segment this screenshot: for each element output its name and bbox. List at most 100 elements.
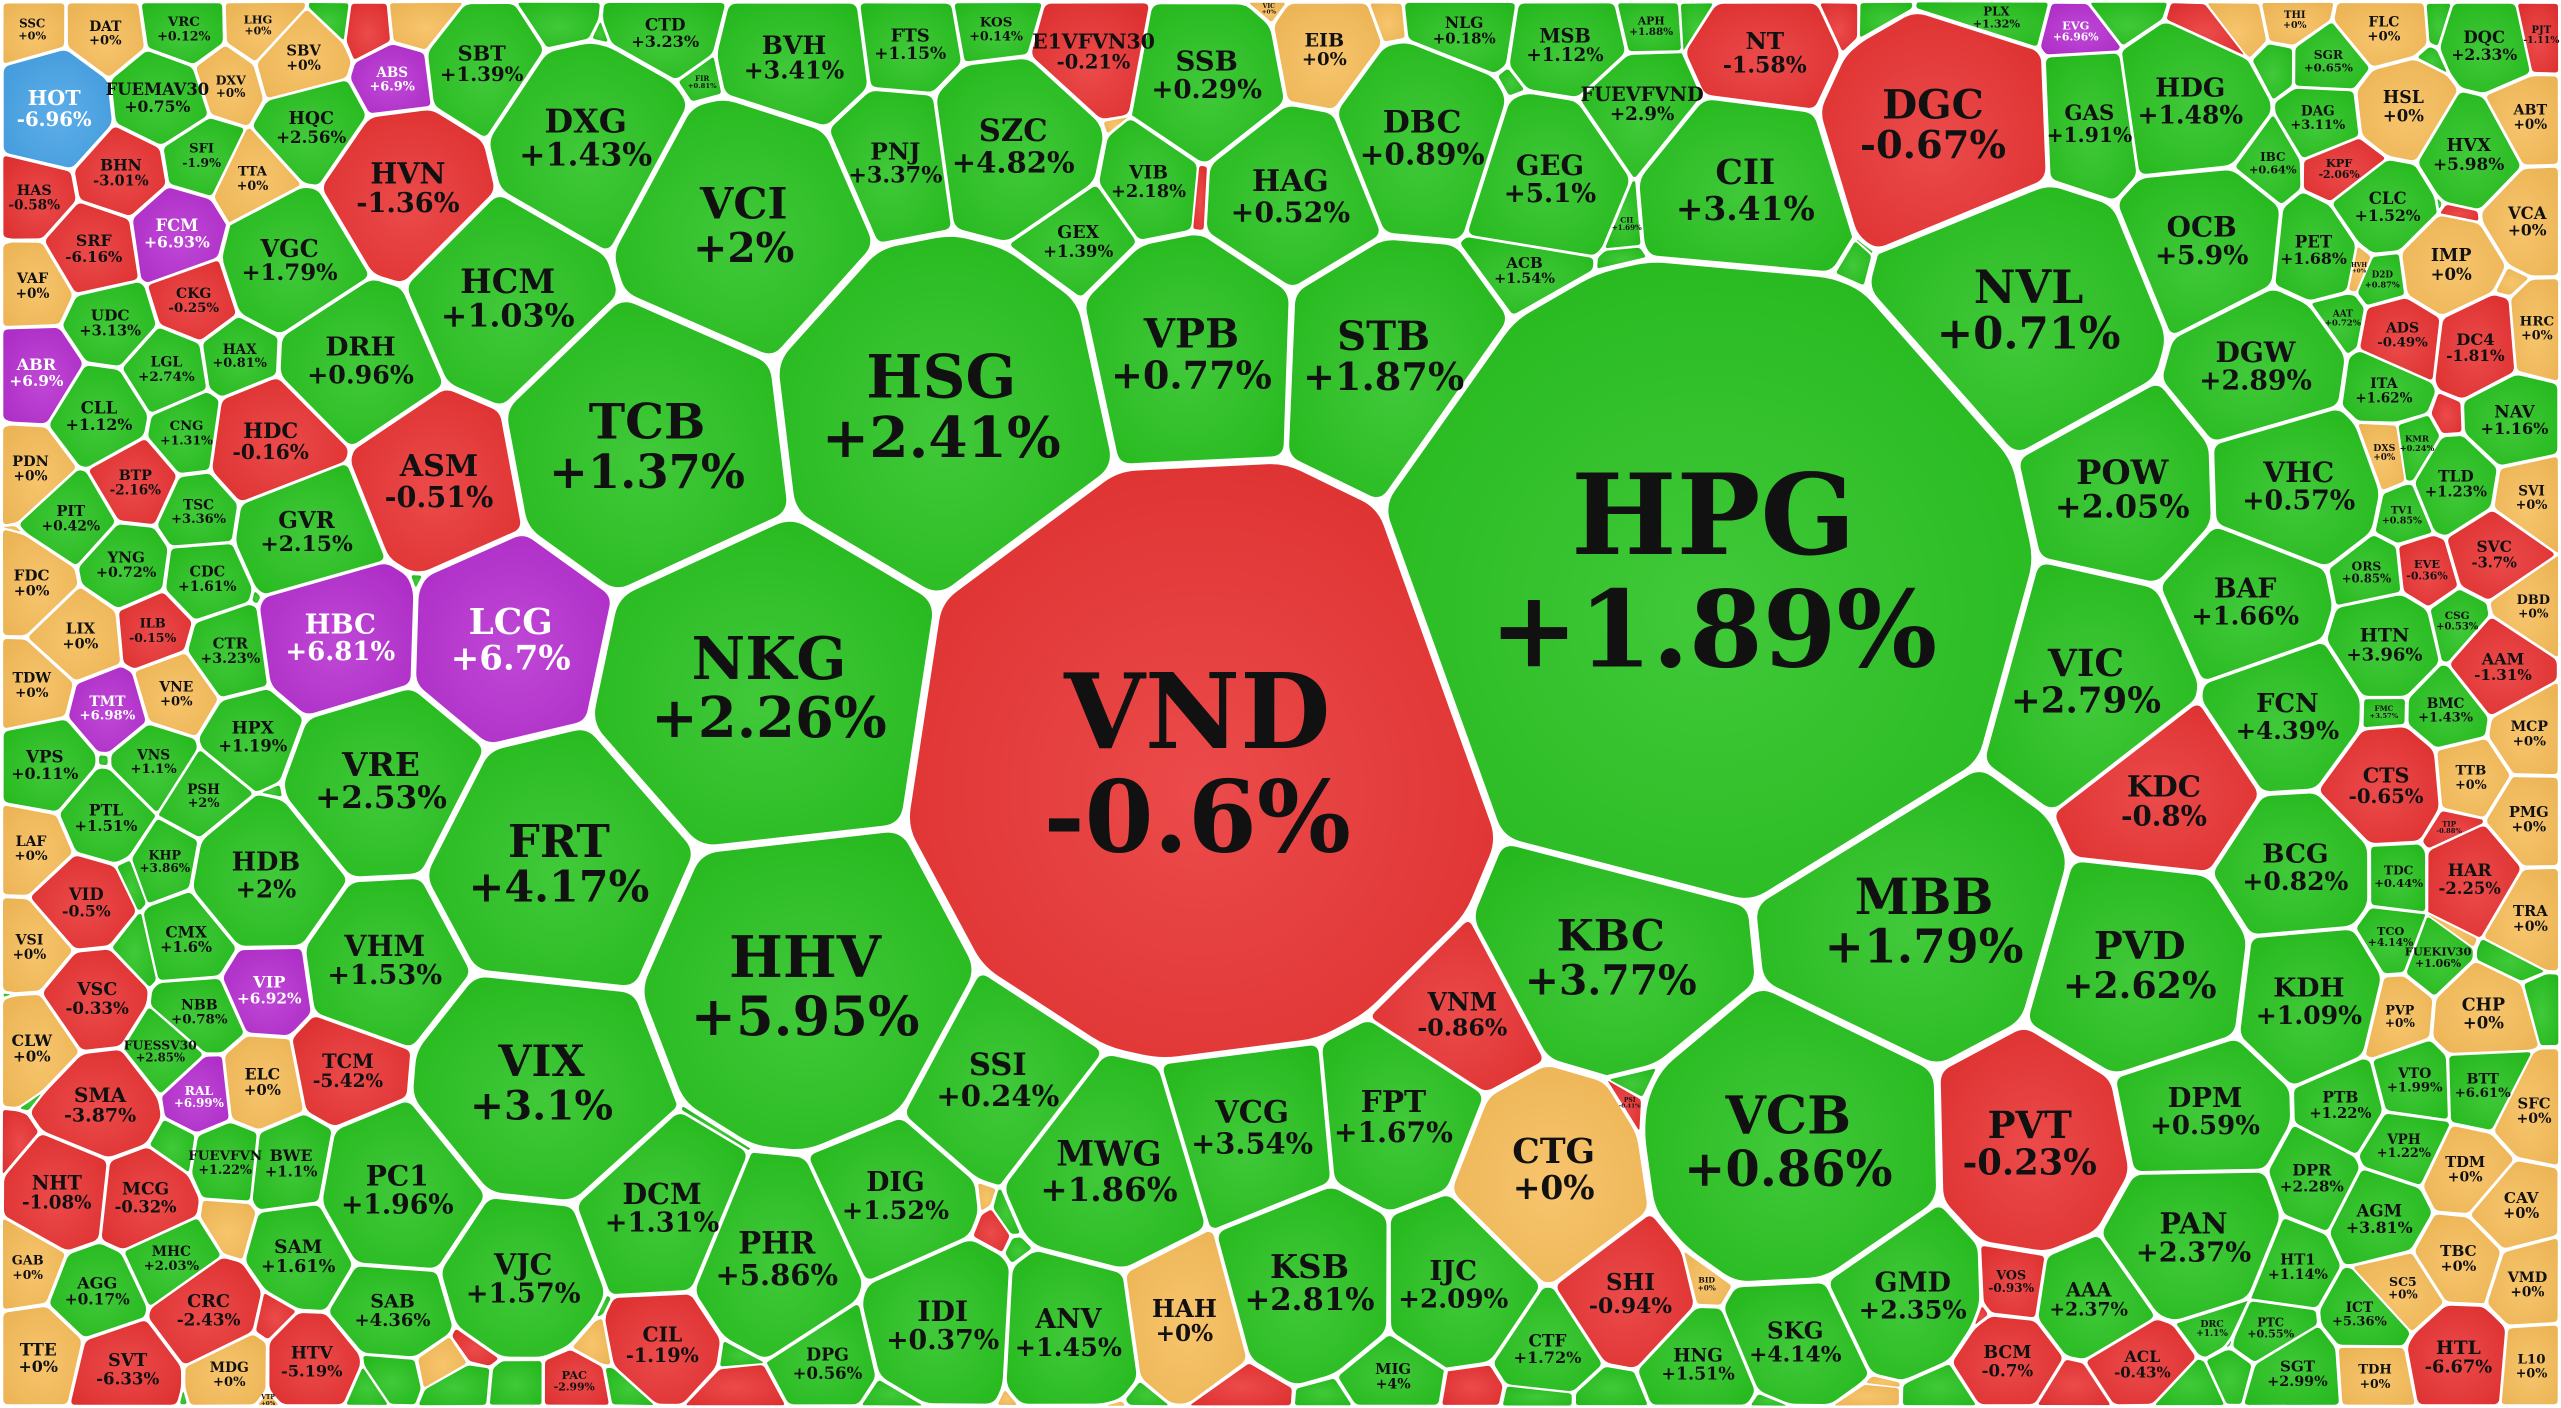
cell-htn[interactable] bbox=[2327, 595, 2439, 696]
cell-fpt[interactable] bbox=[1322, 1022, 1482, 1210]
cell-vaf[interactable] bbox=[3, 242, 72, 326]
cell-laf[interactable] bbox=[3, 805, 72, 895]
cell-ict[interactable] bbox=[2320, 1267, 2410, 1346]
cell-baf[interactable] bbox=[2162, 528, 2332, 679]
cell-hvn[interactable] bbox=[323, 110, 494, 282]
cell-fcm[interactable] bbox=[133, 188, 226, 283]
cell-clw[interactable] bbox=[3, 995, 78, 1107]
cell-nkg[interactable] bbox=[595, 521, 933, 845]
cell-dbc[interactable] bbox=[1339, 43, 1505, 239]
cell-hag[interactable] bbox=[1207, 106, 1379, 285]
cell-nbb[interactable] bbox=[150, 979, 243, 1053]
cell-bwe[interactable] bbox=[252, 1115, 331, 1209]
cell-asm[interactable] bbox=[351, 390, 521, 572]
cell-kdh[interactable] bbox=[2240, 930, 2380, 1084]
cell-yng[interactable] bbox=[79, 524, 168, 608]
cell-ckg[interactable] bbox=[148, 261, 236, 340]
cell-vcg[interactable] bbox=[1163, 1045, 1330, 1228]
cell-fdc[interactable] bbox=[3, 530, 78, 636]
cell-mwg[interactable] bbox=[1006, 1056, 1204, 1267]
cell-szc[interactable] bbox=[937, 59, 1103, 241]
cell-e1vfvn30[interactable] bbox=[1032, 3, 1149, 119]
cell-ssi[interactable] bbox=[906, 975, 1100, 1185]
cell-tco[interactable] bbox=[2357, 908, 2426, 974]
cell-pac[interactable] bbox=[544, 1350, 609, 1405]
cell-fuessv30[interactable] bbox=[124, 1008, 202, 1093]
cell-vip[interactable] bbox=[223, 948, 311, 1036]
cell-vmd[interactable] bbox=[2488, 1238, 2558, 1325]
cell-hot[interactable] bbox=[3, 50, 112, 168]
cell-ptb[interactable] bbox=[2294, 1059, 2382, 1153]
cell-crc[interactable] bbox=[149, 1258, 261, 1364]
cell-dpr[interactable] bbox=[2269, 1126, 2359, 1230]
cell-vgc[interactable] bbox=[223, 188, 368, 333]
cell-msb[interactable] bbox=[1510, 3, 1625, 97]
cell-lcg[interactable] bbox=[416, 536, 610, 743]
cell-fuekiv30[interactable] bbox=[2407, 917, 2473, 995]
cell-dig[interactable] bbox=[810, 1119, 978, 1279]
cell-hrc[interactable] bbox=[2511, 279, 2559, 381]
cell-dxv[interactable] bbox=[196, 46, 263, 126]
cell-bcm[interactable] bbox=[1953, 1316, 2062, 1405]
cell-hsg[interactable] bbox=[779, 236, 1110, 591]
cell-plx[interactable] bbox=[1916, 2, 2048, 46]
cell-ors[interactable] bbox=[2329, 536, 2401, 605]
cell-d2d[interactable] bbox=[2358, 254, 2404, 305]
cell-flc[interactable] bbox=[2334, 3, 2427, 66]
cell-mcp[interactable] bbox=[2489, 683, 2558, 775]
cell-khp[interactable] bbox=[132, 819, 197, 903]
cell-mhc[interactable] bbox=[125, 1219, 220, 1305]
cell-hng[interactable] bbox=[1639, 1308, 1754, 1405]
cell-pc1[interactable] bbox=[323, 1102, 483, 1268]
cell-bcg[interactable] bbox=[2214, 793, 2368, 934]
cell-kpf[interactable] bbox=[2303, 139, 2385, 201]
cell-hdc[interactable] bbox=[212, 379, 348, 501]
cell-tbc[interactable] bbox=[2415, 1214, 2500, 1304]
cell-fts[interactable] bbox=[860, 3, 961, 92]
cell-ctr[interactable] bbox=[188, 605, 267, 697]
cell-vnm[interactable] bbox=[1372, 921, 1542, 1091]
cell-csg[interactable] bbox=[2431, 590, 2489, 662]
cell-bid[interactable] bbox=[1684, 1252, 1731, 1305]
cell-pmg[interactable] bbox=[2487, 777, 2558, 866]
cell-skg[interactable] bbox=[1725, 1283, 1868, 1404]
cell-tte[interactable] bbox=[3, 1307, 81, 1405]
cell-dc4[interactable] bbox=[2435, 295, 2514, 398]
cell-vix[interactable] bbox=[413, 977, 677, 1200]
cell-vsi[interactable] bbox=[3, 898, 72, 993]
cell-cil[interactable] bbox=[605, 1294, 720, 1404]
cell-tra[interactable] bbox=[2485, 868, 2558, 971]
cell-tcm[interactable] bbox=[293, 1017, 410, 1126]
cell-imp[interactable] bbox=[2402, 216, 2505, 314]
cell-hvh[interactable] bbox=[2349, 247, 2370, 292]
cell-pnj[interactable] bbox=[831, 91, 951, 242]
cell-cdc[interactable] bbox=[166, 544, 252, 619]
cell-mig[interactable] bbox=[1339, 1336, 1444, 1405]
cell-hax[interactable] bbox=[203, 317, 278, 396]
cell-pvt[interactable] bbox=[1940, 1029, 2128, 1250]
cell-sgr[interactable] bbox=[2295, 23, 2369, 89]
cell-pet[interactable] bbox=[2275, 193, 2355, 300]
cell-mdg[interactable] bbox=[185, 1335, 266, 1405]
cell-hpx[interactable] bbox=[199, 690, 302, 792]
cell-ita[interactable] bbox=[2342, 352, 2435, 422]
cell-dxg[interactable] bbox=[490, 43, 686, 249]
cell-geg[interactable] bbox=[1469, 94, 1629, 255]
cell-nht[interactable] bbox=[4, 1135, 107, 1250]
cell-cts[interactable] bbox=[2320, 727, 2439, 843]
cell-vca[interactable] bbox=[2482, 167, 2558, 276]
cell-sab[interactable] bbox=[330, 1266, 452, 1357]
cell-lgl[interactable] bbox=[123, 328, 206, 412]
cell-htl[interactable] bbox=[2408, 1305, 2505, 1405]
cell-gex[interactable] bbox=[1011, 186, 1135, 296]
cell-nt2[interactable] bbox=[1687, 3, 1839, 108]
cell-gas[interactable] bbox=[2045, 53, 2136, 199]
cell-ilb[interactable] bbox=[119, 593, 192, 668]
cell-udc[interactable] bbox=[63, 282, 156, 366]
cell-vnd[interactable] bbox=[909, 464, 1494, 1058]
cell-vic[interactable] bbox=[1986, 564, 2198, 808]
cell-pow[interactable] bbox=[2020, 385, 2211, 581]
cell-mcg[interactable] bbox=[101, 1148, 199, 1249]
cell-tcb[interactable] bbox=[508, 302, 787, 588]
cell-vtp[interactable] bbox=[258, 1393, 278, 1406]
